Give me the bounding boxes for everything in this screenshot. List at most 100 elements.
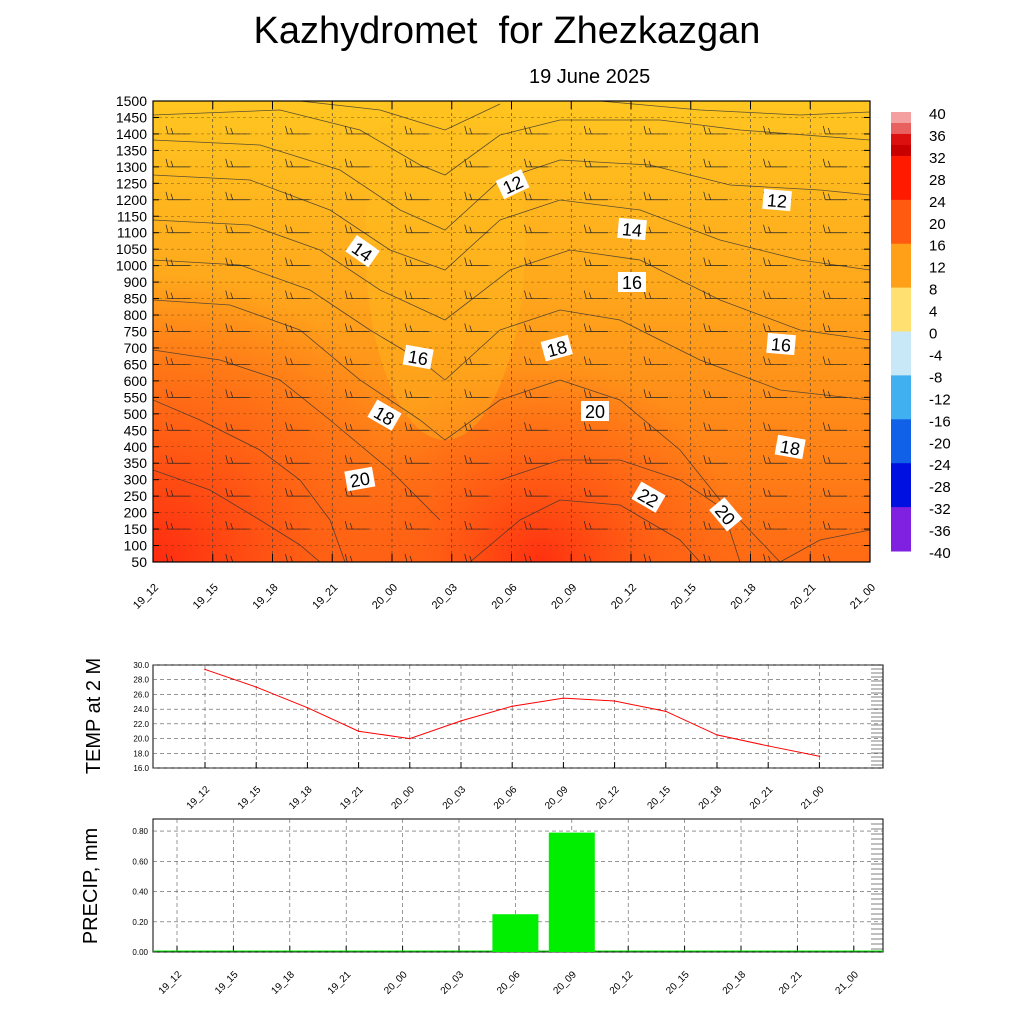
colorbar-segment xyxy=(891,210,911,217)
wind-barb xyxy=(822,257,848,266)
contour-label-text: 12 xyxy=(766,190,788,212)
wind-barb xyxy=(703,389,728,398)
colorbar-segment xyxy=(891,232,911,239)
wind-barb xyxy=(583,191,609,201)
contour-label: 16 xyxy=(766,332,796,356)
colorbar-segment xyxy=(891,386,911,393)
contour-line xyxy=(153,349,441,521)
wind-barb xyxy=(285,455,310,464)
colorbar-segment xyxy=(891,353,911,360)
wind-barb xyxy=(703,520,728,530)
x-tick-label: 20_09 xyxy=(551,969,579,997)
colorbar-segment xyxy=(891,139,911,146)
colorbar-segment xyxy=(891,194,911,201)
wind-barb xyxy=(285,224,310,234)
wind-barb xyxy=(524,191,549,201)
wind-barb xyxy=(643,520,668,530)
wind-barb xyxy=(225,553,250,562)
x-tick-label: 19_18 xyxy=(269,969,297,997)
contour-label: 18 xyxy=(774,434,806,460)
y-tick-label: 700 xyxy=(124,340,148,356)
wind-barb xyxy=(344,158,370,168)
wind-barb xyxy=(285,422,310,431)
colorbar-segment xyxy=(891,474,911,481)
x-tick-label: 20_00 xyxy=(370,582,400,612)
x-tick-label: 21_00 xyxy=(799,784,827,812)
colorbar-label: 32 xyxy=(929,150,946,167)
colorbar-segment xyxy=(891,490,911,497)
x-tick-label: 19_12 xyxy=(131,582,161,612)
colorbar-segment xyxy=(891,128,911,135)
wind-barb xyxy=(524,257,549,266)
colorbar-segment xyxy=(891,320,911,327)
colorbar-label: 8 xyxy=(929,282,937,299)
wind-barb xyxy=(763,520,788,530)
colorbar-label: -40 xyxy=(929,545,951,562)
wind-barb xyxy=(285,158,310,168)
wind-barb xyxy=(404,553,429,562)
wind-barb xyxy=(285,520,310,530)
x-tick-label: 20_15 xyxy=(645,784,673,812)
contour-line xyxy=(153,469,321,562)
wind-barb xyxy=(165,356,190,365)
wind-barb xyxy=(763,422,788,431)
temperature-point xyxy=(665,710,667,713)
colorbar-segment xyxy=(891,485,911,492)
wind-barb xyxy=(526,101,549,102)
colorbar-segment xyxy=(891,452,911,459)
wind-barb xyxy=(765,101,788,102)
wind-barb xyxy=(225,389,250,398)
wind-barb xyxy=(285,356,310,365)
wind-barb xyxy=(225,520,250,530)
wind-barb xyxy=(165,323,190,332)
colorbar-segment xyxy=(891,276,911,283)
wind-barb xyxy=(344,422,370,431)
wind-barb xyxy=(227,101,250,102)
wind-barb xyxy=(583,356,609,365)
colorbar-segment xyxy=(891,199,911,206)
colorbar-segment xyxy=(891,150,911,157)
wind-barb xyxy=(822,224,848,234)
wind-barb xyxy=(703,356,728,365)
colorbar-segment xyxy=(891,183,911,190)
x-tick-label: 20_03 xyxy=(430,582,460,612)
colorbar-segment xyxy=(891,435,911,442)
colorbar-segment xyxy=(891,430,911,437)
wind-barb xyxy=(404,125,429,135)
wind-barb xyxy=(585,101,609,102)
wind-barb xyxy=(763,455,788,464)
wind-barb xyxy=(165,125,190,135)
wind-barb xyxy=(583,257,609,266)
y-tick-label: 1500 xyxy=(116,93,147,109)
wind-barb xyxy=(583,488,609,497)
wind-barb xyxy=(225,224,250,234)
wind-barb xyxy=(643,455,668,464)
colorbar-segment xyxy=(891,424,911,431)
wind-barb xyxy=(344,455,370,464)
x-tick-label: 20_06 xyxy=(492,784,520,812)
temperature-point xyxy=(818,755,821,758)
colorbar-segment xyxy=(891,518,911,525)
temperature-point xyxy=(511,705,513,707)
y-tick-label: 1400 xyxy=(116,126,147,142)
wind-barb xyxy=(344,191,370,201)
temperature-panel: 30.0 28.0 26.0 24.0 22.0 20.0 18.0 16.0 19_12 19_… xyxy=(83,658,884,812)
wind-barb xyxy=(822,191,848,201)
wind-barb xyxy=(643,389,668,398)
wind-barb xyxy=(285,323,310,332)
colorbar-segment xyxy=(891,326,911,332)
contour-label: 16 xyxy=(402,344,434,370)
wind-barb xyxy=(344,356,370,365)
y-tick-label: 100 xyxy=(124,538,148,554)
wind-barb xyxy=(285,389,310,398)
wind-barb xyxy=(225,158,250,168)
wind-barb xyxy=(824,101,848,102)
x-tick-label: 20_18 xyxy=(729,582,759,612)
y-tick-label: 1100 xyxy=(117,225,147,241)
wind-barb xyxy=(406,101,429,102)
wind-barb xyxy=(524,290,549,299)
colorbar-segment xyxy=(891,457,911,464)
y-tick-label: 600 xyxy=(124,373,148,389)
colorbar-segment xyxy=(891,177,911,184)
